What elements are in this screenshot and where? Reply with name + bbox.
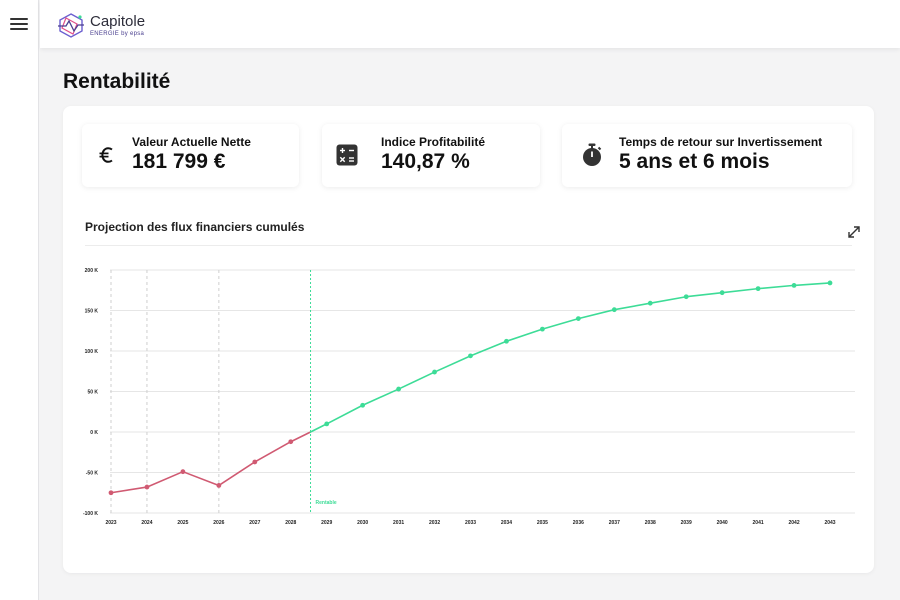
data-point bbox=[504, 338, 509, 344]
series-segment bbox=[469, 340, 508, 357]
series-segment bbox=[793, 282, 831, 287]
data-point bbox=[324, 421, 330, 427]
series-segment bbox=[721, 287, 759, 294]
series-segment bbox=[685, 291, 723, 298]
data-point bbox=[432, 369, 437, 375]
data-point bbox=[719, 290, 725, 296]
euro-icon bbox=[96, 144, 118, 166]
kpi-label: Valeur Actuelle Nette bbox=[132, 135, 251, 149]
top-bar: Capitole ENERGIE by epsa bbox=[40, 0, 900, 48]
x-tick-label: 2035 bbox=[537, 520, 548, 526]
data-point bbox=[611, 307, 617, 313]
data-point bbox=[540, 326, 545, 332]
data-point bbox=[791, 282, 797, 288]
logo-subtitle: ENERGIE by epsa bbox=[90, 30, 145, 37]
kpi-payback-time: Temps de retour sur Invertissement 5 ans… bbox=[562, 124, 852, 187]
logo-mark-icon bbox=[58, 13, 84, 38]
series-segment bbox=[577, 308, 616, 320]
y-tick-label: 100 K bbox=[85, 349, 99, 355]
kpi-label: Temps de retour sur Invertissement bbox=[619, 135, 823, 149]
chart-title: Projection des flux financiers cumulés bbox=[85, 220, 305, 234]
data-point bbox=[396, 386, 401, 392]
series-segment bbox=[309, 423, 328, 433]
series-segment bbox=[325, 404, 364, 425]
series-segment bbox=[649, 295, 688, 305]
chart-divider bbox=[85, 245, 852, 246]
data-point bbox=[216, 483, 222, 488]
x-tick-label: 2032 bbox=[429, 520, 440, 526]
data-point bbox=[683, 294, 689, 300]
expand-icon[interactable] bbox=[847, 225, 861, 239]
x-tick-label: 2030 bbox=[357, 520, 368, 526]
page-title: Rentabilité bbox=[63, 70, 171, 93]
series-segment bbox=[110, 486, 148, 494]
series-segment bbox=[289, 431, 312, 443]
series-segment bbox=[433, 355, 472, 373]
y-tick-label: 0 K bbox=[90, 430, 98, 436]
kpi-value: 181 799 € bbox=[132, 150, 226, 173]
x-tick-label: 2036 bbox=[573, 520, 584, 526]
x-tick-label: 2042 bbox=[788, 520, 799, 526]
kpi-profitability-index: Indice Profitabilité 140,87 % bbox=[322, 124, 540, 187]
data-point bbox=[180, 469, 186, 475]
y-tick-label: 150 K bbox=[85, 309, 99, 315]
data-point bbox=[755, 286, 761, 292]
x-tick-label: 2034 bbox=[501, 520, 512, 526]
series-segment bbox=[361, 388, 400, 407]
x-tick-label: 2041 bbox=[753, 520, 764, 526]
y-tick-label: -100 K bbox=[83, 511, 98, 517]
data-point bbox=[575, 316, 581, 321]
y-tick-label: -50 K bbox=[86, 471, 99, 477]
x-tick-label: 2039 bbox=[681, 520, 692, 526]
x-tick-label: 2029 bbox=[321, 520, 332, 526]
cumulative-cashflow-chart: 200 K 150 K 100 K 50 K 0 K -50 K -100 K Rentabl… bbox=[83, 268, 855, 526]
x-tick-label: 2037 bbox=[609, 520, 620, 526]
series-segment bbox=[505, 328, 544, 343]
kpi-value: 5 ans et 6 mois bbox=[619, 150, 770, 173]
series-segment bbox=[613, 302, 652, 311]
kpi-npv: Valeur Actuelle Nette 181 799 € bbox=[82, 124, 299, 187]
data-point bbox=[288, 439, 294, 445]
x-tick-label: 2031 bbox=[393, 520, 404, 526]
calculator-icon bbox=[336, 144, 358, 166]
x-tick-label: 2028 bbox=[285, 520, 296, 526]
x-tick-label: 2024 bbox=[141, 520, 152, 526]
series-segment bbox=[146, 470, 184, 488]
x-tick-label: 2023 bbox=[105, 520, 116, 526]
x-tick-label: 2040 bbox=[717, 520, 728, 526]
y-tick-label: 50 K bbox=[87, 390, 98, 396]
logo-name: Capitole bbox=[90, 12, 146, 30]
data-point bbox=[144, 484, 150, 490]
x-tick-label: 2038 bbox=[645, 520, 656, 526]
series-segment bbox=[541, 317, 580, 330]
series-segment bbox=[254, 440, 292, 463]
data-point bbox=[468, 353, 473, 359]
series-segment bbox=[757, 284, 795, 290]
x-tick-label: 2025 bbox=[177, 520, 188, 526]
stopwatch-icon bbox=[581, 143, 603, 166]
data-point bbox=[827, 280, 833, 286]
data-point bbox=[252, 459, 258, 465]
data-point bbox=[108, 490, 114, 496]
data-point bbox=[647, 300, 653, 306]
x-tick-label: 2027 bbox=[249, 520, 260, 526]
logo[interactable]: Capitole ENERGIE by epsa bbox=[56, 10, 145, 40]
sidebar bbox=[0, 0, 39, 600]
series-segment bbox=[397, 371, 436, 390]
x-tick-label: 2026 bbox=[213, 520, 224, 526]
x-tick-label: 2043 bbox=[824, 520, 835, 526]
profitability-card: Valeur Actuelle Nette 181 799 € Indice P… bbox=[63, 106, 874, 573]
x-tick-label: 2033 bbox=[465, 520, 476, 526]
series-segment bbox=[182, 470, 220, 487]
series-segment bbox=[218, 461, 256, 487]
breakeven-label: Rentable bbox=[316, 500, 337, 506]
data-point bbox=[360, 402, 366, 408]
hamburger-menu-icon[interactable] bbox=[10, 16, 28, 32]
kpi-label: Indice Profitabilité bbox=[381, 135, 486, 149]
kpi-value: 140,87 % bbox=[381, 150, 470, 173]
y-tick-label: 200 K bbox=[85, 268, 99, 274]
